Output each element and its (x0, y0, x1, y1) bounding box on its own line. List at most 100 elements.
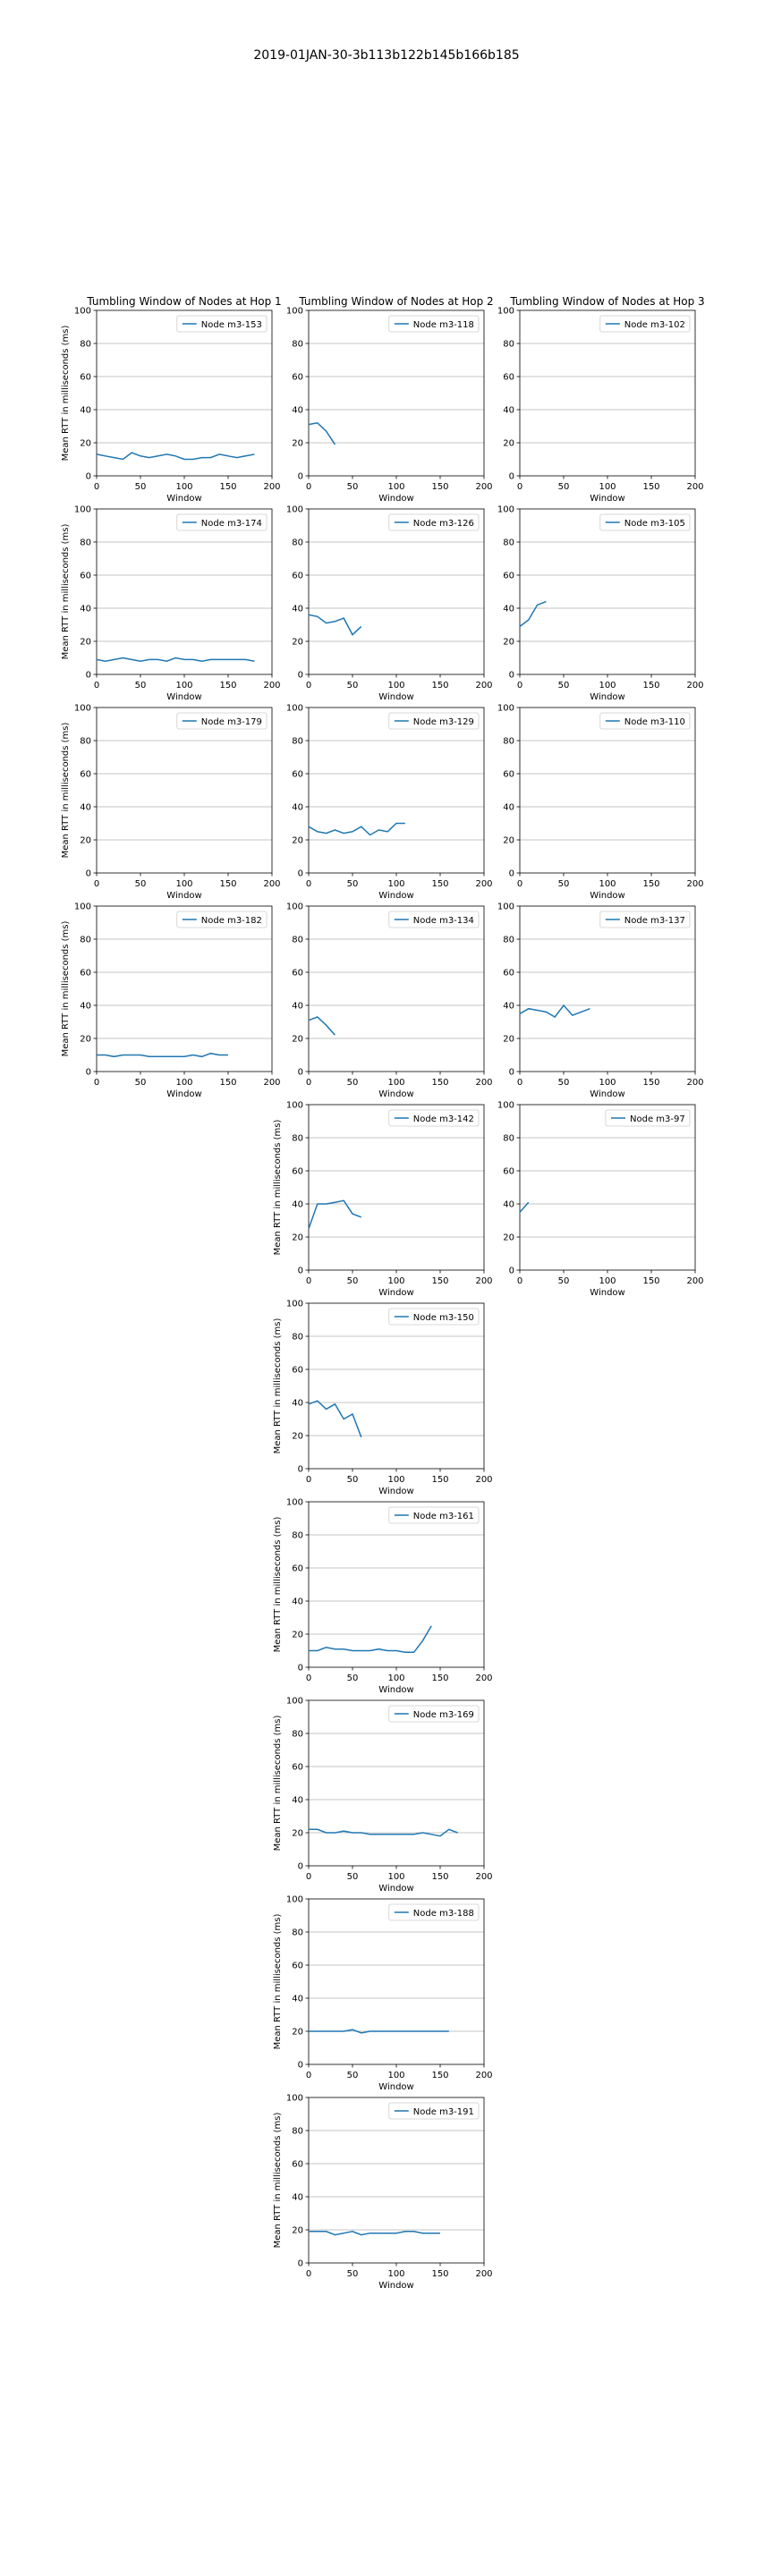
y-tick-label: 0 (298, 1267, 303, 1276)
legend-box (388, 1903, 480, 1921)
legend-label: Node m3-169 (413, 1710, 474, 1720)
y-tick-label: 100 (286, 704, 303, 714)
y-tick-label: 100 (74, 505, 91, 515)
y-tick-label: 20 (292, 2028, 303, 2038)
legend-box (388, 1705, 480, 1723)
y-tick-label: 0 (86, 671, 91, 681)
subplot-node-m3-105: 0 20 40 60 80 100 0 50 100 150 200 Node m3-105 Windo… (497, 505, 704, 703)
y-tick-label: 60 (503, 1167, 514, 1177)
x-tick-label: 200 (263, 482, 280, 492)
x-axis-label: Window (166, 891, 201, 901)
x-axis-label: Window (378, 891, 413, 901)
x-tick-label: 50 (135, 879, 147, 889)
x-axis-label: Window (378, 1487, 413, 1496)
x-tick-label: 150 (642, 681, 659, 691)
y-tick-label: 100 (286, 902, 303, 912)
x-tick-label: 100 (599, 482, 616, 492)
x-tick-label: 50 (347, 2071, 359, 2080)
subplot-node-m3-134: 0 20 40 60 80 100 0 50 100 150 200 Node m3-134 Windo… (286, 902, 493, 1100)
x-tick-label: 0 (517, 681, 522, 691)
x-axis-label: Window (378, 1685, 413, 1695)
subplot-node-m3-179: 0 20 40 60 80 100 0 50 100 150 200 Node m3-179 Windo… (61, 704, 281, 902)
y-tick-label: 60 (292, 1366, 303, 1376)
y-tick-label: 0 (86, 869, 91, 879)
y-tick-label: 20 (292, 836, 303, 846)
x-tick-label: 50 (347, 1475, 359, 1485)
legend-box (599, 513, 691, 531)
y-tick-label: 100 (497, 704, 514, 714)
legend: Node m3-129 (388, 712, 480, 730)
legend-label: Node m3-153 (201, 320, 262, 330)
y-tick-label: 40 (292, 803, 303, 813)
y-tick-label: 60 (503, 373, 514, 383)
y-tick-label: 20 (80, 1035, 91, 1045)
x-tick-label: 200 (475, 1475, 492, 1485)
legend: Node m3-150 (388, 1308, 480, 1326)
legend-box (388, 1109, 480, 1127)
y-tick-label: 20 (503, 1035, 514, 1045)
series-line (519, 1004, 590, 1018)
axes-frame (308, 707, 485, 874)
subplot-node-m3-153: 0 20 40 60 80 100 0 50 100 150 200 Node m3-153 Windo… (61, 307, 281, 504)
y-tick-label: 60 (292, 770, 303, 780)
y-tick-label: 0 (509, 1068, 514, 1078)
legend-box (388, 1506, 480, 1524)
x-tick-label: 150 (431, 879, 448, 889)
x-tick-label: 0 (94, 1078, 99, 1088)
x-tick-label: 100 (387, 1078, 404, 1088)
x-tick-label: 50 (135, 1078, 147, 1088)
y-tick-label: 0 (298, 2259, 303, 2269)
x-tick-label: 0 (306, 1872, 311, 1882)
legend-box (388, 513, 480, 531)
x-tick-label: 50 (558, 482, 570, 492)
axes-frame (519, 707, 696, 874)
y-tick-label: 80 (503, 340, 514, 350)
series-line (308, 822, 405, 836)
x-tick-label: 100 (387, 1276, 404, 1286)
figure-title: 2019-01JAN-30-3b113b122b145b166b185 (253, 48, 520, 63)
y-tick-label: 40 (503, 605, 514, 614)
axes-frame (96, 508, 273, 675)
subplot-node-m3-118: 0 20 40 60 80 100 0 50 100 150 200 Node m3-118 Windo… (286, 307, 493, 504)
legend-box (599, 315, 691, 333)
legend: Node m3-105 (599, 513, 691, 531)
x-tick-label: 150 (431, 2269, 448, 2279)
x-tick-label: 0 (306, 1276, 311, 1286)
legend-box (388, 315, 480, 333)
y-tick-label: 100 (497, 902, 514, 912)
legend-label: Node m3-179 (201, 717, 262, 727)
axes-frame (308, 1501, 485, 1668)
legend-label: Node m3-97 (630, 1114, 685, 1124)
y-axis-label: Mean RTT in milliseconds (ms) (61, 523, 71, 659)
y-tick-label: 0 (298, 472, 303, 482)
legend-label: Node m3-102 (624, 320, 685, 330)
y-tick-label: 0 (298, 2061, 303, 2071)
subplot-node-m3-102: 0 20 40 60 80 100 0 50 100 150 200 Node m3-102 Windo… (497, 307, 704, 504)
legend: Node m3-118 (388, 315, 480, 333)
legend: Node m3-142 (388, 1109, 480, 1127)
axes-frame (519, 508, 696, 675)
series-line (309, 2029, 449, 2034)
y-tick-label: 60 (503, 969, 514, 979)
x-axis-label: Window (378, 494, 413, 504)
legend-box (599, 911, 691, 928)
x-tick-label: 0 (517, 1276, 522, 1286)
series-line (309, 1625, 432, 1654)
y-tick-label: 40 (80, 1002, 91, 1012)
x-tick-label: 100 (387, 2071, 404, 2080)
x-tick-label: 0 (306, 2269, 311, 2279)
series-line (308, 421, 336, 445)
x-axis-label: Window (590, 1089, 624, 1099)
y-tick-label: 0 (86, 472, 91, 482)
y-tick-label: 60 (503, 572, 514, 581)
x-tick-label: 0 (306, 879, 311, 889)
legend: Node m3-191 (388, 2102, 480, 2120)
x-tick-label: 100 (599, 1078, 616, 1088)
y-tick-label: 60 (80, 572, 91, 581)
axes-frame (308, 508, 485, 675)
y-tick-label: 40 (80, 605, 91, 614)
y-tick-label: 0 (86, 1068, 91, 1078)
legend: Node m3-102 (599, 315, 691, 333)
x-tick-label: 0 (306, 1078, 311, 1088)
x-tick-label: 100 (599, 681, 616, 691)
